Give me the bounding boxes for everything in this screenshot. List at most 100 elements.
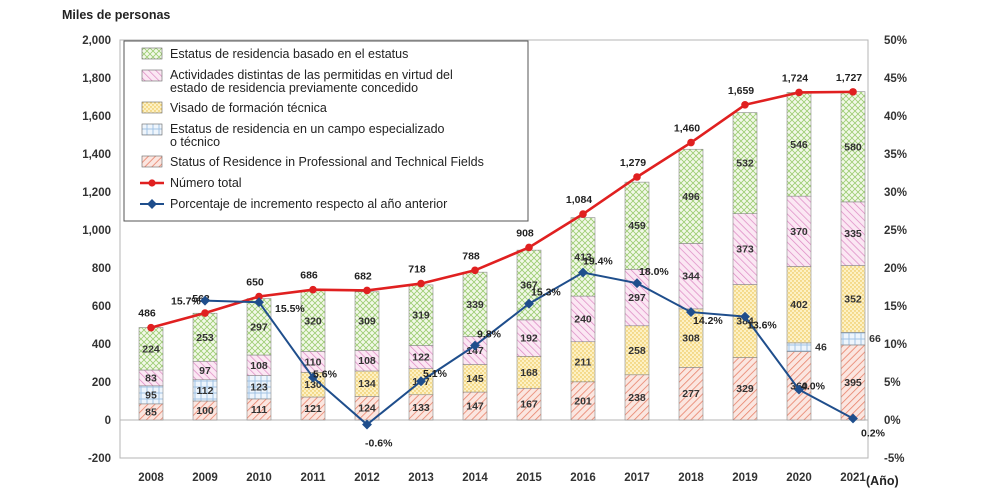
bar-segment-status [786, 92, 812, 197]
total-value-label: 1,460 [674, 123, 700, 135]
pct-value-label: 14.2% [693, 315, 723, 327]
segment-value-label: 124 [358, 403, 376, 415]
total-value-label: 1,659 [728, 85, 754, 97]
x-tick-label: 2020 [786, 472, 812, 484]
segment-value-label: 367 [520, 280, 538, 292]
pct-value-label: 5.1% [423, 368, 448, 380]
y-tick-label: 600 [92, 301, 111, 313]
bar-segment-specialized [840, 332, 866, 346]
total-value-label: 1,724 [782, 72, 808, 84]
pct-point [200, 295, 210, 306]
pct-value-label: 0.2% [861, 427, 886, 439]
segment-value-label: 370 [790, 226, 808, 238]
x-tick-label: 2011 [301, 472, 327, 484]
total-value-label: 718 [408, 264, 426, 276]
bar-segment-technical [462, 364, 488, 393]
segment-value-label: 344 [682, 271, 700, 283]
y-tick-label: 1,400 [82, 149, 111, 161]
segment-value-label: 546 [790, 139, 808, 151]
segment-value-label: 297 [250, 321, 268, 333]
segment-value-label: 309 [358, 316, 376, 328]
y-tick-label: 200 [92, 377, 111, 389]
segment-value-label: 319 [412, 310, 430, 322]
bar-segment-technical [786, 266, 812, 344]
segment-value-label: 123 [250, 382, 268, 394]
legend-marker-pct [147, 199, 157, 209]
pct-value-label: -0.6% [365, 438, 393, 450]
segment-value-label: 201 [574, 395, 592, 407]
pct-value-label: 13.6% [747, 320, 777, 332]
plot-frame [119, 39, 869, 459]
x-axis-ticks: 2008 2009 2010 2011 2012 2013 2014 2015 2016 2017… [120, 419, 868, 484]
bar-segment-status [570, 217, 596, 297]
bar-segment-activities [732, 213, 758, 285]
total-value-label: 686 [300, 270, 318, 282]
y-tick-label: -200 [88, 453, 111, 465]
y-tick-label: 400 [92, 339, 111, 351]
segment-value-label: 395 [844, 377, 862, 389]
bar-segment-professional [570, 381, 596, 421]
bar-segment-status [678, 148, 704, 244]
segment-value-label: 339 [466, 299, 484, 311]
pct-point [578, 267, 588, 278]
legend-swatch-status [141, 47, 163, 60]
pct-point [416, 376, 426, 387]
bar-segment-status [138, 327, 164, 371]
segment-value-label: 211 [575, 356, 592, 368]
bar-segment-professional [732, 357, 758, 421]
bar-segment-status [408, 284, 434, 346]
legend-label-technical: Visado de formación técnica [170, 101, 327, 115]
x-tick-label: 2017 [624, 472, 650, 484]
segment-value-label: 95 [145, 389, 157, 401]
segment-value-label: 97 [199, 365, 211, 377]
y-tick-label: 0 [105, 415, 111, 427]
segment-value-label: 112 [197, 385, 214, 397]
total-point [309, 285, 317, 294]
bar-stacks [138, 91, 866, 421]
bar-segment-status [624, 181, 650, 270]
total-value-label: 788 [462, 250, 480, 262]
bar-segment-status [300, 290, 326, 352]
x-tick-label: 2016 [570, 472, 596, 484]
y2-tick-label: -5% [884, 453, 904, 465]
total-point [417, 279, 425, 288]
segment-value-label: 111 [251, 404, 268, 416]
segment-labels: 8595832241001129725311112310829712113011… [142, 139, 881, 419]
total-line-path [150, 90, 854, 329]
y-tick-label: 1,600 [82, 111, 111, 123]
segment-value-label: 352 [844, 293, 862, 305]
y2-tick-label: 15% [884, 301, 907, 313]
bar-segment-status [732, 112, 758, 214]
pct-value-label: 15.7% [171, 296, 201, 308]
segment-value-label: 532 [736, 158, 754, 170]
segment-value-label: 134 [358, 378, 376, 390]
legend-label-specialized: Estatus de residencia en un campo especi… [170, 122, 445, 149]
pct-point [524, 298, 534, 309]
pct-point [362, 419, 372, 430]
bar-segment-technical [840, 265, 866, 333]
x-tick-label: 2009 [192, 472, 218, 484]
segment-value-label: 308 [682, 333, 700, 345]
segment-value-label: 66 [869, 333, 881, 345]
y2-tick-label: 0% [884, 415, 901, 427]
total-value-label: 1,727 [836, 72, 862, 84]
legend-label-activities: Actividades distintas de las permitidas … [170, 68, 453, 95]
legend-label-total: Número total [170, 176, 242, 190]
segment-value-label: 277 [682, 388, 700, 400]
y2-tick-label: 20% [884, 263, 907, 275]
y2-tick-label: 30% [884, 187, 907, 199]
pct-value-label: 18.0% [639, 266, 669, 278]
legend-swatch-activities [141, 69, 163, 82]
segment-value-label: 329 [736, 383, 754, 395]
segment-value-label: 258 [628, 345, 646, 357]
total-point [255, 292, 263, 301]
segment-value-label: 145 [466, 373, 484, 385]
bar-segment-specialized [786, 342, 812, 352]
bar-segment-status [192, 312, 218, 362]
total-point [849, 88, 857, 96]
x-tick-label: 2008 [138, 472, 164, 484]
legend-label-status: Estatus de residencia basado en el estat… [170, 47, 408, 61]
y-tick-label: 1,800 [82, 73, 111, 85]
y2-tick-label: 40% [884, 111, 907, 123]
